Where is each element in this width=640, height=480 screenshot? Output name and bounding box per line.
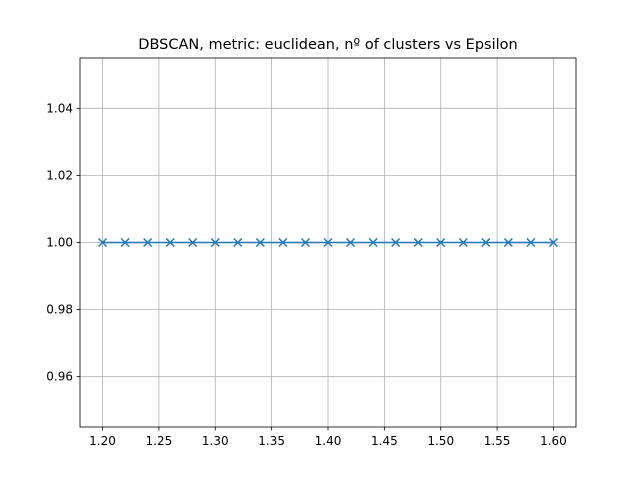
data-point-marker [368,237,378,248]
data-point-marker [255,237,265,248]
data-point-marker [548,237,558,248]
x-tick-label: 1.55 [484,434,511,448]
axes: 1.20 1.25 1.30 1.35 1.40 1.45 1.50 1.55 1.60 0.96… [46,101,567,448]
data-point-marker [120,237,130,248]
data-point-marker [323,237,333,248]
data-point-marker [188,237,198,248]
x-tick-label: 1.30 [202,434,229,448]
x-tick-label: 1.20 [89,434,116,448]
data-point-marker [458,237,468,248]
y-tick-label: 1.04 [46,101,73,115]
data-point-marker [413,237,423,248]
y-tick-label: 0.96 [46,370,73,384]
plot-frame [79,57,577,428]
data-point-marker [503,237,513,248]
data-point-marker [300,237,310,248]
x-tick-label: 1.40 [315,434,342,448]
data-point-marker [165,237,175,248]
data-point-marker [210,237,220,248]
x-tick-label: 1.45 [371,434,398,448]
y-tick-label: 1.02 [46,168,73,182]
data-point-marker [143,237,153,248]
x-tick-label: 1.60 [540,434,567,448]
data-point-marker [98,237,108,248]
y-tick-label: 1.00 [46,236,73,250]
series-layer [98,237,558,248]
data-point-marker [391,237,401,248]
data-point-marker [278,237,288,248]
data-point-marker [346,237,356,248]
data-point-marker [526,237,536,248]
y-tick-label: 0.98 [46,303,73,317]
x-tick-label: 1.25 [146,434,173,448]
x-tick-label: 1.50 [427,434,454,448]
x-tick-label: 1.35 [258,434,285,448]
data-point-marker [436,237,446,248]
data-point-marker [233,237,243,248]
data-point-marker [481,237,491,248]
chart-title: DBSCAN, metric: euclidean, nº of cluster… [138,37,517,53]
